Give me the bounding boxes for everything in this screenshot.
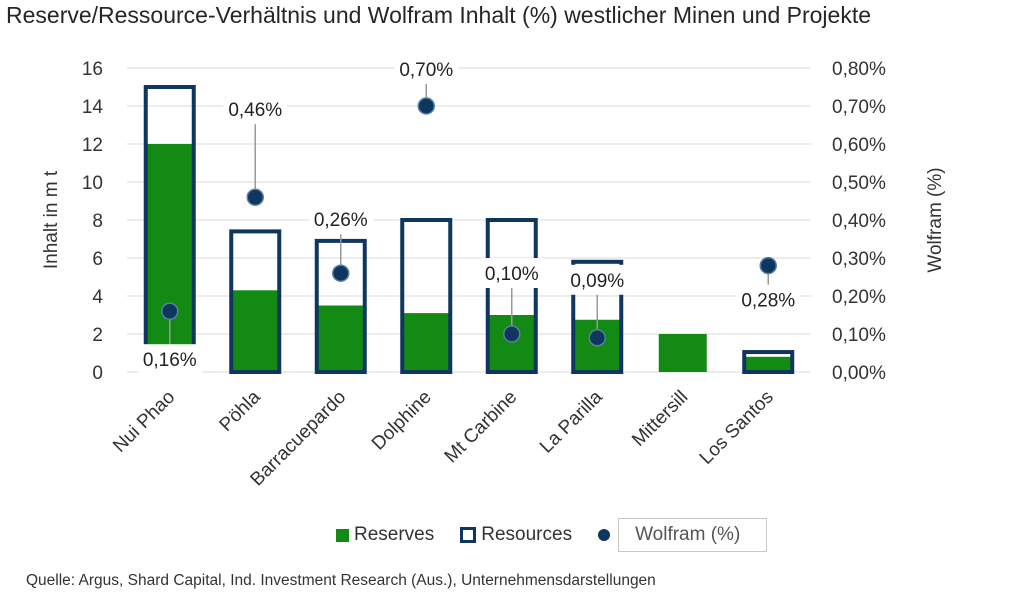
y-tick-label: 4 [92,287,103,308]
y2-tick-label: 0,70% [832,97,886,118]
x-tick-label: Nui Phao [109,387,179,457]
wolfram-data-label: 0,09% [570,271,624,292]
data-label-bg [736,284,801,315]
resources-bar [229,229,282,374]
chart: 0,16% 0,46% 0,26% 0,70% 0,10% 0,09% 0,28% 0 2 4 6… [41,54,946,491]
legend-marker-wolfram [598,529,611,541]
wolfram-point [161,302,179,320]
legend-label-wolfram: Wolfram (%) [618,518,768,552]
wolfram-data-label: 0,28% [741,291,795,312]
x-tick-label: La Parilla [536,386,607,457]
wolfram-point [246,188,264,206]
legend-label-resources: Resources [481,524,573,545]
resources-bar [742,350,795,374]
y2-tick-label: 0,30% [832,249,886,270]
legend: Reserves Resources Wolfram (%) [336,517,793,553]
x-tick-label: Mt Carbine [441,387,522,468]
legend-item-wolfram[interactable]: Wolfram (%) [598,518,768,552]
y-tick-label: 10 [82,173,103,194]
y-tick-label: 12 [82,135,103,156]
y-tick-label: 0 [92,363,103,384]
legend-swatch-resources [460,527,477,543]
y-axis-label: Inhalt in m t [41,170,62,269]
reserves-bar [402,313,451,372]
y2-tick-label: 0,40% [832,211,886,232]
wolfram-markers: 0,16% 0,46% 0,26% 0,70% 0,10% 0,09% 0,28% [137,54,801,375]
y-tick-label: 2 [92,325,103,346]
y-tick-label: 6 [92,249,103,270]
y-tick-label: 8 [92,211,103,232]
wolfram-point [588,329,606,347]
y2-tick-label: 0,80% [832,59,886,80]
bars [143,85,795,374]
wolfram-data-label: 0,70% [399,60,453,81]
y2-tick-label: 0,60% [832,135,886,156]
x-tick-label: Mittersill [628,387,692,451]
x-tick-label: Pöhla [216,386,266,436]
reserves-bar [744,356,793,372]
data-label-bg [479,258,544,288]
reserves-bar [231,290,280,372]
data-label-bg [223,94,288,125]
legend-item-resources[interactable]: Resources [460,524,572,546]
wolfram-point [759,256,777,275]
wolfram-data-label: 0,16% [143,350,197,371]
y-tick-label: 16 [82,59,103,80]
legend-swatch-reserves [336,528,349,542]
wolfram-point [332,264,350,282]
wolfram-data-label: 0,46% [228,100,282,121]
y2-tick-label: 0,00% [832,363,886,384]
resources-bar [485,218,538,374]
y-tick-label: 14 [82,97,104,118]
chart-title: Reserve/Ressource-Verhältnis und Wolfram… [6,2,872,28]
resources-bar [400,218,453,374]
data-label-bg [137,344,202,375]
x-tick-label: Los Santos [696,387,778,469]
reserves-bar [316,305,365,372]
x-tick-label: Dolphine [368,387,436,455]
reserves-bar [658,334,707,372]
y2-tick-label: 0,20% [832,287,886,308]
wolfram-point [417,97,435,115]
source-note: Quelle: Argus, Shard Capital, Ind. Inves… [26,572,656,589]
resources-bar [571,259,624,374]
wolfram-point [503,325,521,343]
data-label-bg [308,204,373,235]
y2-axis-label: Wolfram (%) [925,167,946,272]
data-label-bg [394,54,459,84]
data-label-bg [565,264,630,295]
y2-tick-label: 0,50% [832,173,886,194]
y2-tick-label: 0,10% [832,325,886,346]
wolfram-data-label: 0,26% [314,210,368,231]
legend-label-reserves: Reserves [354,524,435,545]
legend-item-reserves[interactable]: Reserves [336,524,434,546]
wolfram-data-label: 0,10% [485,264,539,285]
